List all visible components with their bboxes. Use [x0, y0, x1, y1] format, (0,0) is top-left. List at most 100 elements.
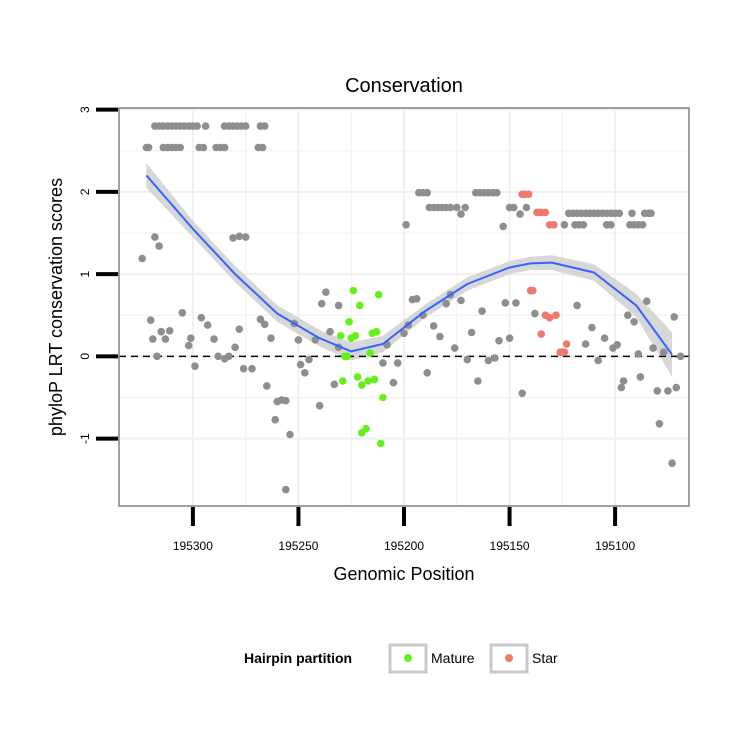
other-point — [638, 221, 647, 229]
other-point — [191, 362, 199, 371]
y-axis: -1 0 1 2 3 — [78, 106, 118, 444]
data-points — [138, 122, 685, 494]
other-point — [214, 352, 222, 361]
x-axis: 195300 195250 195200 195150 195100 — [173, 507, 635, 553]
other-point — [463, 355, 472, 364]
other-point — [235, 325, 244, 334]
other-point — [649, 344, 657, 352]
other-point — [457, 296, 465, 305]
other-point — [522, 203, 531, 212]
confidence-ribbon — [146, 163, 673, 377]
other-point — [201, 122, 210, 130]
other-point — [315, 401, 324, 410]
other-point — [178, 309, 187, 317]
other-point — [450, 344, 459, 352]
other-point — [581, 340, 590, 348]
star-point — [541, 208, 550, 217]
other-point — [165, 327, 174, 335]
x-tick-label: 195250 — [278, 539, 318, 553]
star-point — [537, 330, 545, 338]
other-point — [446, 203, 455, 212]
other-point — [457, 210, 465, 218]
other-point — [588, 323, 596, 332]
star-point — [562, 340, 571, 348]
other-point — [389, 378, 398, 387]
star-point — [529, 286, 537, 295]
other-point — [317, 299, 326, 308]
other-point — [393, 359, 402, 367]
mature-point — [366, 349, 375, 357]
mature-point — [343, 352, 351, 361]
x-tick-label: 195200 — [384, 539, 424, 553]
other-point — [643, 297, 651, 306]
other-point — [231, 343, 239, 352]
other-point — [630, 318, 638, 326]
x-tick-label: 195300 — [173, 539, 213, 553]
other-point — [155, 242, 163, 250]
other-point — [176, 143, 184, 152]
other-point — [495, 336, 503, 345]
other-point — [149, 335, 157, 343]
other-point — [138, 254, 146, 263]
legend-title: Hairpin partition — [244, 650, 352, 666]
other-point — [619, 377, 628, 385]
other-point — [157, 327, 165, 336]
other-point — [239, 364, 248, 373]
other-point — [379, 359, 387, 367]
star-point — [552, 311, 560, 320]
other-point — [235, 232, 244, 241]
legend-label-mature: Mature — [431, 650, 475, 666]
other-point — [501, 299, 510, 307]
mature-point — [336, 332, 345, 340]
other-point — [311, 336, 320, 344]
star-point — [545, 313, 554, 322]
other-point — [241, 122, 250, 130]
other-point — [326, 327, 334, 336]
x-tick-label: 195100 — [595, 539, 635, 553]
other-point — [402, 221, 410, 229]
other-point — [199, 143, 208, 152]
other-point — [659, 348, 668, 357]
panel-border — [118, 107, 690, 507]
star-point — [550, 221, 558, 229]
other-point — [330, 380, 339, 389]
other-point — [670, 313, 678, 321]
other-point — [301, 369, 309, 377]
other-point — [412, 295, 421, 303]
y-tick-label: 1 — [78, 270, 92, 277]
other-point — [655, 420, 664, 428]
other-point — [505, 334, 514, 343]
other-point — [676, 352, 685, 361]
other-point — [636, 373, 645, 381]
other-point — [210, 335, 218, 343]
other-point — [484, 356, 493, 365]
other-point — [282, 485, 290, 494]
other-point — [220, 143, 229, 152]
x-axis-label: Genomic Position — [333, 564, 474, 584]
other-point — [668, 459, 676, 468]
other-point — [187, 334, 195, 343]
other-point — [672, 383, 681, 392]
other-point — [474, 377, 482, 385]
y-tick-label: 3 — [78, 106, 92, 113]
other-point — [256, 315, 265, 324]
star-point — [560, 348, 569, 357]
other-point — [600, 334, 609, 343]
grid — [119, 108, 689, 506]
other-point — [442, 299, 451, 308]
chart-title: Conservation — [345, 75, 463, 97]
y-tick-label: 2 — [78, 188, 92, 195]
other-point — [294, 336, 303, 344]
other-point — [258, 143, 267, 152]
confidence-band — [146, 163, 673, 377]
legend-marker-star — [505, 654, 513, 662]
other-point — [518, 389, 526, 398]
other-point — [225, 352, 233, 361]
x-tick-label: 195150 — [490, 539, 530, 553]
other-point — [260, 122, 269, 130]
mature-point — [370, 375, 379, 384]
legend: Hairpin partition Mature Star — [244, 643, 558, 674]
other-point — [617, 383, 626, 392]
mature-point — [358, 381, 366, 389]
other-point — [461, 203, 470, 212]
